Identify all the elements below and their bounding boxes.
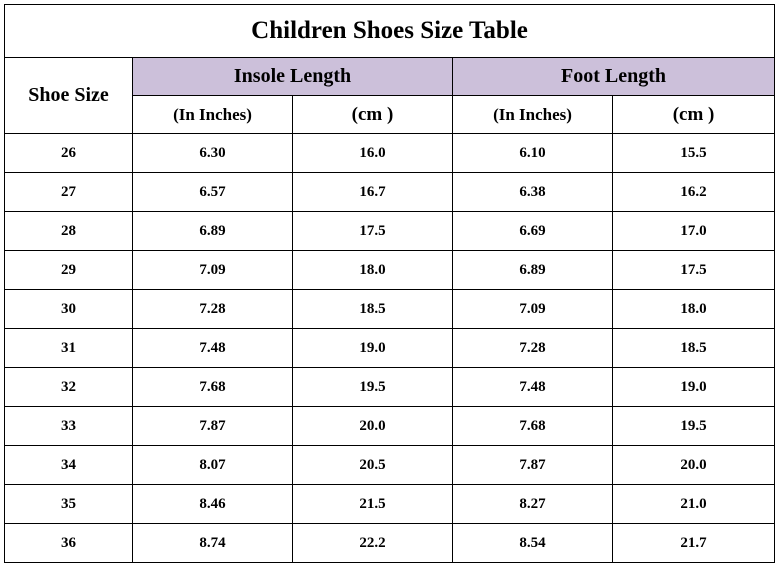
insole-cm-cell: 20.0	[292, 406, 453, 446]
insole-cm-cell: 21.5	[292, 484, 453, 524]
insole-inches-cell: 7.28	[132, 289, 293, 329]
table-row: 35 8.46 21.5 8.27 21.0	[4, 484, 775, 524]
table-row: 29 7.09 18.0 6.89 17.5	[4, 250, 775, 290]
insole-inches-cell: 8.74	[132, 523, 293, 563]
table-row: 31 7.48 19.0 7.28 18.5	[4, 328, 775, 368]
insole-inches-cell: 8.07	[132, 445, 293, 485]
insole-inches-cell: 7.68	[132, 367, 293, 407]
shoe-size-cell: 34	[4, 445, 133, 485]
foot-cm-cell: 17.0	[611, 211, 775, 251]
table-row: 32 7.68 19.5 7.48 19.0	[4, 367, 775, 407]
foot-cm-cell: 17.5	[611, 250, 775, 290]
foot-cm-cell: 21.0	[611, 484, 775, 524]
foot-cm-cell: 18.0	[611, 289, 775, 329]
shoe-size-cell: 31	[4, 328, 133, 368]
insole-cm-cell: 16.7	[292, 172, 453, 212]
shoe-size-header: Shoe Size	[4, 57, 133, 134]
insole-inches-cell: 7.09	[132, 250, 293, 290]
shoe-size-cell: 33	[4, 406, 133, 446]
shoe-size-cell: 26	[4, 133, 133, 173]
table-row: 34 8.07 20.5 7.87 20.0	[4, 445, 775, 485]
foot-inches-cell: 7.87	[452, 445, 613, 485]
foot-cm-cell: 21.7	[611, 523, 775, 563]
foot-inches-cell: 8.54	[452, 523, 613, 563]
insole-cm-cell: 18.0	[292, 250, 453, 290]
shoe-size-cell: 32	[4, 367, 133, 407]
foot-inches-cell: 6.38	[452, 172, 613, 212]
shoe-size-cell: 36	[4, 523, 133, 563]
insole-inches-cell: 8.46	[132, 484, 293, 524]
insole-cm-cell: 19.5	[292, 367, 453, 407]
foot-cm-cell: 19.0	[611, 367, 775, 407]
shoe-size-cell: 35	[4, 484, 133, 524]
foot-inches-cell: 7.68	[452, 406, 613, 446]
insole-inches-cell: 7.87	[132, 406, 293, 446]
insole-inches-cell: 6.57	[132, 172, 293, 212]
insole-cm-cell: 16.0	[292, 133, 453, 173]
table-row: 26 6.30 16.0 6.10 15.5	[4, 133, 775, 173]
insole-cm-cell: 19.0	[292, 328, 453, 368]
insole-cm-header: (cm )	[292, 95, 453, 134]
foot-inches-header: (In Inches)	[452, 95, 613, 134]
table-row: 36 8.74 22.2 8.54 21.7	[4, 523, 775, 563]
foot-cm-cell: 20.0	[611, 445, 775, 485]
shoe-size-cell: 27	[4, 172, 133, 212]
shoe-size-cell: 30	[4, 289, 133, 329]
insole-cm-cell: 22.2	[292, 523, 453, 563]
insole-cm-cell: 20.5	[292, 445, 453, 485]
foot-cm-cell: 16.2	[611, 172, 775, 212]
foot-cm-cell: 15.5	[611, 133, 775, 173]
table-row: 33 7.87 20.0 7.68 19.5	[4, 406, 775, 446]
foot-length-header: Foot Length	[451, 57, 775, 96]
foot-inches-cell: 6.69	[452, 211, 613, 251]
foot-inches-cell: 6.10	[452, 133, 613, 173]
foot-cm-cell: 19.5	[611, 406, 775, 446]
table-row: 30 7.28 18.5 7.09 18.0	[4, 289, 775, 329]
foot-cm-cell: 18.5	[611, 328, 775, 368]
foot-inches-cell: 7.28	[452, 328, 613, 368]
insole-inches-cell: 6.89	[132, 211, 293, 251]
foot-inches-cell: 8.27	[452, 484, 613, 524]
shoe-size-cell: 28	[4, 211, 133, 251]
shoe-size-cell: 29	[4, 250, 133, 290]
foot-inches-cell: 6.89	[452, 250, 613, 290]
insole-cm-cell: 17.5	[292, 211, 453, 251]
foot-cm-header: (cm )	[611, 95, 775, 134]
insole-inches-header: (In Inches)	[132, 95, 293, 134]
insole-inches-cell: 7.48	[132, 328, 293, 368]
table-title: Children Shoes Size Table	[3, 4, 775, 58]
size-table: Children Shoes Size Table Shoe Size Inso…	[3, 4, 775, 563]
insole-length-header: Insole Length	[132, 57, 453, 96]
foot-inches-cell: 7.48	[452, 367, 613, 407]
insole-inches-cell: 6.30	[132, 133, 293, 173]
table-row: 28 6.89 17.5 6.69 17.0	[4, 211, 775, 251]
insole-cm-cell: 18.5	[292, 289, 453, 329]
table-row: 27 6.57 16.7 6.38 16.2	[4, 172, 775, 212]
foot-inches-cell: 7.09	[452, 289, 613, 329]
